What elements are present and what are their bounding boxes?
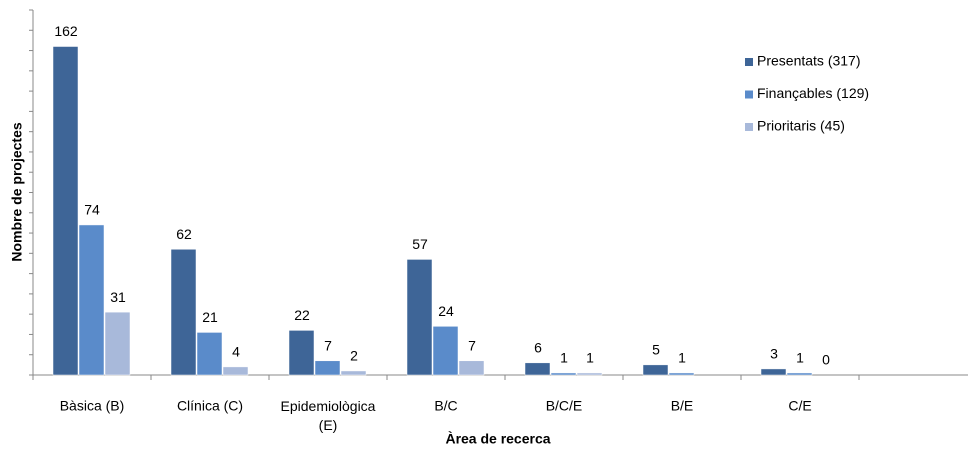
bar (104, 311, 131, 376)
bar (786, 372, 813, 376)
x-tick-label: Bàsica (B) (60, 398, 125, 414)
value-label: 1 (560, 350, 568, 366)
value-label: 74 (84, 202, 100, 218)
bar (550, 372, 577, 376)
value-label: 6 (534, 340, 542, 356)
x-tick-label: C/E (788, 398, 811, 414)
bar (524, 362, 551, 376)
bar (406, 259, 433, 376)
bar (760, 368, 787, 376)
value-label: 0 (822, 352, 830, 368)
value-label: 24 (438, 303, 454, 319)
value-label: 5 (652, 342, 660, 358)
bar (314, 360, 341, 376)
legend-label: Presentats (317) (757, 53, 861, 69)
x-tick-label: B/C (434, 398, 457, 414)
value-label: 2 (350, 348, 358, 364)
value-label: 21 (202, 309, 218, 325)
bar (576, 372, 603, 376)
value-label: 22 (294, 307, 310, 323)
x-tick-label: B/C/E (546, 398, 583, 414)
bar (170, 249, 197, 376)
legend-label: Prioritaris (45) (757, 118, 845, 134)
legend-swatch (745, 58, 753, 66)
bar (222, 366, 249, 376)
x-tick-label: Epidemiològica (E) (281, 398, 376, 433)
value-label: 62 (176, 226, 192, 242)
bar (78, 224, 105, 376)
y-axis-title: Nombre de projectes (9, 122, 25, 261)
bar (432, 326, 459, 376)
bar (288, 330, 315, 376)
x-tick-label: B/E (671, 398, 694, 414)
value-label: 57 (412, 236, 428, 252)
bar (642, 364, 669, 376)
value-label: 3 (770, 346, 778, 362)
bar (52, 46, 79, 376)
value-label: 162 (54, 23, 78, 39)
value-label: 1 (796, 350, 804, 366)
x-tick-label: Clínica (C) (177, 398, 243, 414)
value-label: 1 (586, 350, 594, 366)
legend-label: Finançables (129) (757, 85, 869, 101)
x-axis-title: Àrea de recerca (445, 431, 550, 447)
bar (196, 332, 223, 376)
legend-swatch (745, 123, 753, 131)
bar (458, 360, 485, 376)
value-label: 7 (324, 338, 332, 354)
bar (668, 372, 695, 376)
value-label: 1 (678, 350, 686, 366)
legend-swatch (745, 90, 753, 99)
value-label: 4 (232, 344, 240, 360)
value-label: 31 (110, 289, 126, 305)
bar (340, 370, 367, 376)
value-label: 7 (468, 338, 476, 354)
